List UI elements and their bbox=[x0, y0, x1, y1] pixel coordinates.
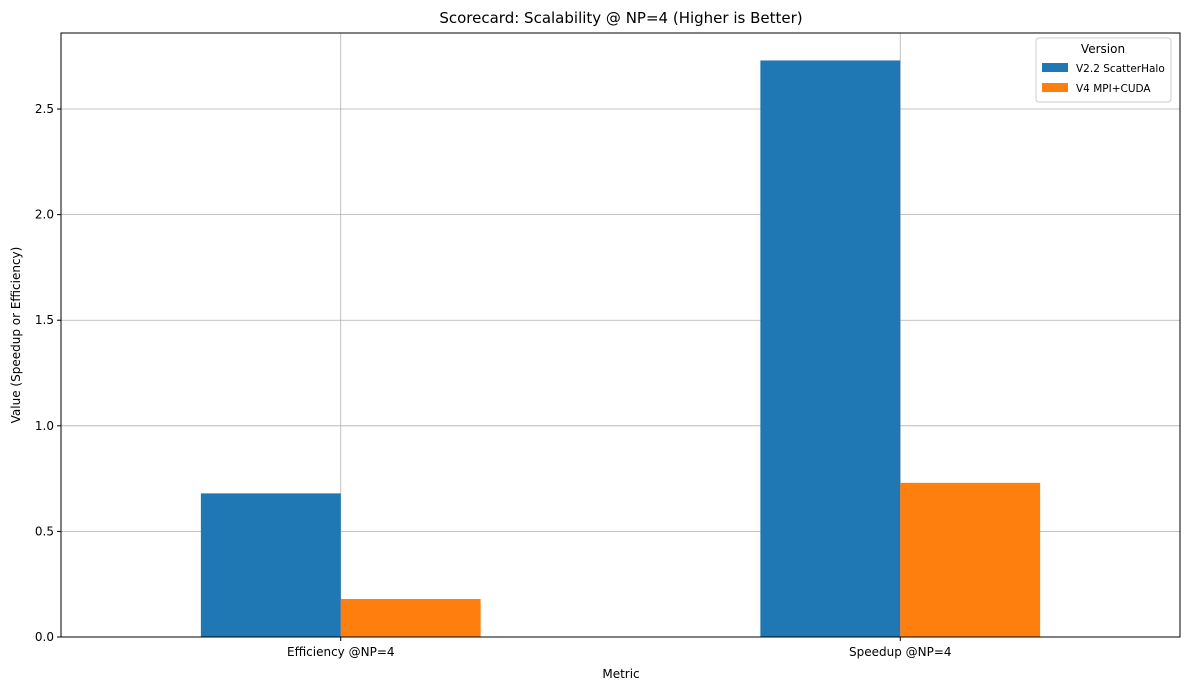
bar-1-0 bbox=[340, 598, 481, 637]
x-tick-label: Speedup @NP=4 bbox=[849, 645, 952, 659]
bars bbox=[200, 60, 1041, 638]
legend-label: V2.2 ScatterHalo bbox=[1076, 63, 1165, 75]
bar-0-0 bbox=[200, 493, 341, 637]
y-tick-label: 2.5 bbox=[35, 102, 54, 116]
y-tick-label: 1.5 bbox=[35, 313, 54, 327]
legend: Version V2.2 ScatterHalo V4 MPI+CUDA bbox=[1035, 37, 1172, 103]
y-tick-label: 2.0 bbox=[35, 208, 54, 222]
legend-title: Version bbox=[1081, 42, 1125, 56]
y-tick-label: 0.5 bbox=[35, 524, 54, 538]
bar-0-1 bbox=[760, 60, 901, 638]
legend-box bbox=[1035, 37, 1172, 103]
x-tick-label: Efficiency @NP=4 bbox=[287, 645, 395, 659]
chart-title: Scorecard: Scalability @ NP=4 (Higher is… bbox=[439, 9, 802, 27]
x-ticks: Efficiency @NP=4 Speedup @NP=4 bbox=[287, 637, 952, 659]
legend-swatch bbox=[1042, 83, 1068, 92]
plot-frame bbox=[60, 32, 1181, 638]
legend-swatch bbox=[1042, 63, 1068, 72]
legend-label: V4 MPI+CUDA bbox=[1076, 83, 1151, 95]
y-tick-label: 0.0 bbox=[35, 630, 54, 644]
y-tick-label: 1.0 bbox=[35, 419, 54, 433]
y-axis-label: Value (Speedup or Efficiency) bbox=[9, 247, 23, 424]
bar-1-1 bbox=[900, 482, 1041, 637]
y-ticks: 0.0 0.5 1.0 1.5 2.0 2.5 bbox=[35, 102, 61, 644]
x-axis-label: Metric bbox=[602, 667, 639, 681]
